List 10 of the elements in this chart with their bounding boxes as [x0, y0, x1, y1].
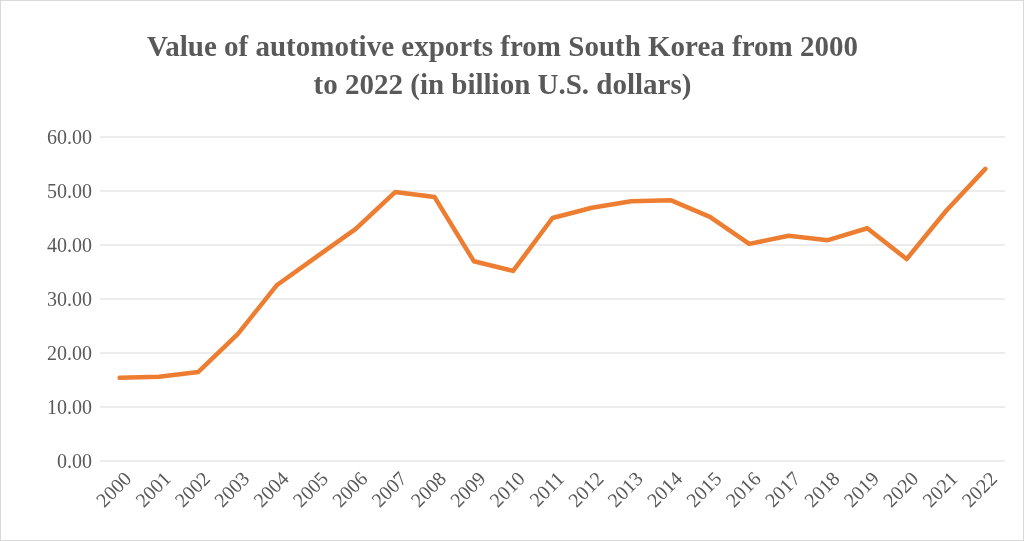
y-tick-label: 60.00	[47, 126, 92, 148]
y-tick-label: 20.00	[47, 342, 92, 364]
y-tick-label: 0.00	[57, 450, 92, 472]
chart-title: Value of automotive exports from South Korea from 2000 to 2022 (in billion U.S. dollars)	[147, 30, 858, 101]
x-tick-label: 2011	[524, 467, 569, 511]
y-tick-label: 30.00	[47, 288, 92, 310]
line-series	[117, 166, 988, 381]
y-tick-label: 40.00	[47, 234, 92, 256]
y-tick-label: 50.00	[47, 180, 92, 202]
y-tick-label: 10.00	[47, 396, 92, 418]
